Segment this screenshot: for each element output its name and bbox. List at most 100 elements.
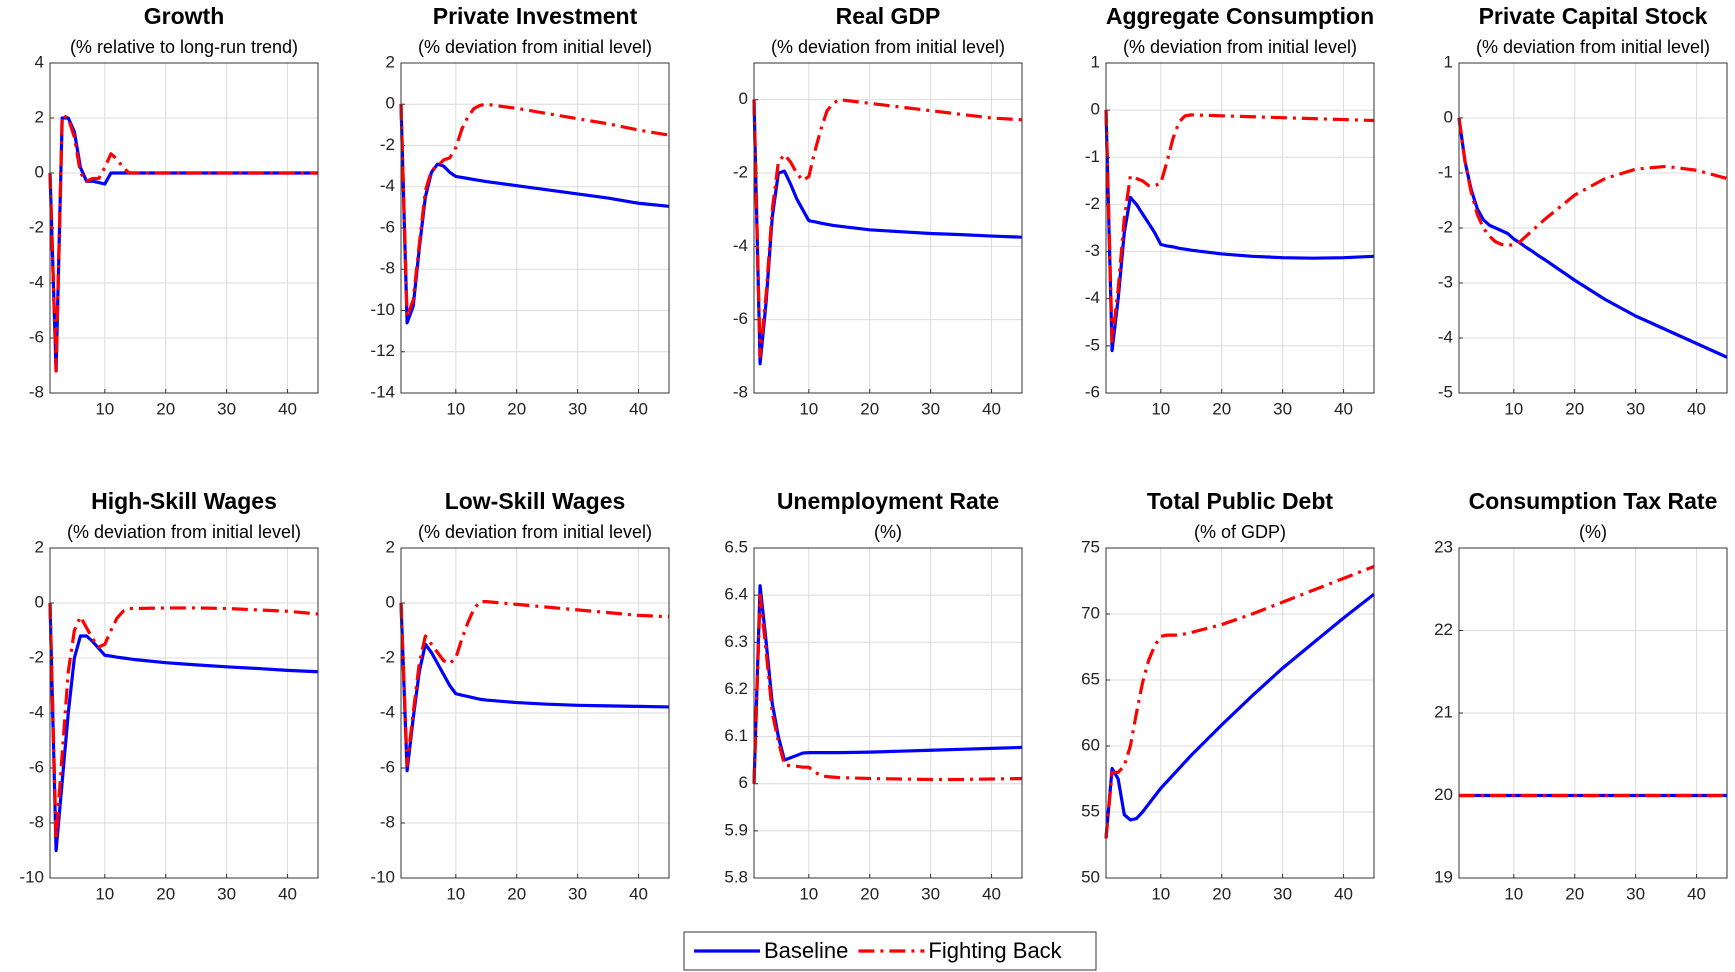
- subplot: Growth (% relative to long-run trend) -8 -6…: [29, 3, 319, 418]
- y-tick-label: -10: [19, 867, 44, 886]
- y-tick-label: 2: [386, 537, 395, 556]
- y-tick-label: 2: [35, 107, 44, 126]
- data-line: Baseline: [1104, 110, 1375, 353]
- chart-subtitle: (% of GDP): [1194, 522, 1286, 542]
- y-tick-label: 1: [1444, 52, 1453, 71]
- y-tick-label: 6.3: [724, 632, 748, 651]
- x-tick-label: 20: [507, 884, 526, 903]
- x-tick-label: 10: [1151, 884, 1170, 903]
- data-line: Baseline: [399, 602, 670, 773]
- y-tick-label: 75: [1081, 537, 1100, 556]
- chart-subtitle: (%): [874, 522, 902, 542]
- chart-subtitle: (% deviation from initial level): [418, 37, 652, 57]
- y-tick-label: 60: [1081, 735, 1100, 754]
- x-tick-label: 30: [568, 884, 587, 903]
- y-tick-label: -3: [1438, 272, 1453, 291]
- y-tick-label: 1: [1091, 52, 1100, 71]
- y-tick-label: 20: [1434, 785, 1453, 804]
- y-tick-label: -4: [380, 702, 395, 721]
- y-tick-label: 5.9: [724, 820, 748, 839]
- y-tick-label: -4: [380, 176, 395, 195]
- y-tick-label: 6.1: [724, 726, 748, 745]
- chart-subtitle: (% deviation from initial level): [67, 522, 301, 542]
- x-tick-label: 10: [446, 884, 465, 903]
- y-tick-label: -4: [1085, 288, 1100, 307]
- chart-subtitle: (% deviation from initial level): [771, 37, 1005, 57]
- x-tick-label: 10: [95, 399, 114, 418]
- x-tick-label: 20: [1212, 884, 1231, 903]
- x-tick-label: 30: [217, 884, 236, 903]
- y-tick-label: -2: [380, 135, 395, 154]
- x-tick-label: 20: [1212, 399, 1231, 418]
- chart-subtitle: (% relative to long-run trend): [70, 37, 298, 57]
- y-tick-label: -2: [29, 217, 44, 236]
- x-tick-label: 20: [1565, 399, 1584, 418]
- y-tick-label: 0: [386, 592, 395, 611]
- x-tick-label: 40: [1334, 399, 1353, 418]
- subplot: Real GDP (% deviation from initial level)…: [733, 3, 1023, 418]
- x-tick-label: 10: [799, 884, 818, 903]
- y-tick-label: -1: [1085, 147, 1100, 166]
- x-tick-label: 10: [1151, 399, 1170, 418]
- y-tick-label: -8: [29, 382, 44, 401]
- data-line: Baseline: [1104, 592, 1375, 839]
- y-tick-label: -12: [370, 341, 395, 360]
- x-tick-label: 20: [156, 399, 175, 418]
- y-tick-label: -3: [1085, 241, 1100, 260]
- data-line: Fighting Back: [1104, 110, 1375, 343]
- y-tick-label: 50: [1081, 867, 1100, 886]
- y-tick-label: -4: [29, 272, 44, 291]
- y-tick-label: 0: [1091, 100, 1100, 119]
- plot-frame: [1105, 62, 1375, 394]
- x-tick-label: 40: [1687, 399, 1706, 418]
- y-tick-label: -2: [733, 162, 748, 181]
- x-tick-label: 30: [1626, 884, 1645, 903]
- legend: Baseline Fighting Back: [683, 931, 1097, 971]
- x-tick-label: 40: [1334, 884, 1353, 903]
- x-tick-label: 30: [1273, 399, 1292, 418]
- chart-subtitle: (% deviation from initial level): [1123, 37, 1357, 57]
- y-tick-label: 21: [1434, 702, 1453, 721]
- chart-subtitle: (% deviation from initial level): [1476, 37, 1710, 57]
- y-tick-label: -6: [380, 217, 395, 236]
- y-tick-label: -6: [29, 757, 44, 776]
- subplot: Consumption Tax Rate (%) 19 20 21 22 23 10 20 30 4…: [1434, 488, 1728, 903]
- y-tick-label: -2: [1085, 194, 1100, 213]
- subplot: Private Capital Stock (% deviation from i…: [1438, 3, 1728, 418]
- y-tick-label: -14: [370, 382, 395, 401]
- plot-frame: [753, 62, 1023, 394]
- data-line: Fighting Back: [1457, 117, 1728, 248]
- data-line: Fighting Back: [399, 600, 670, 767]
- subplot: Private Investment (% deviation from init…: [370, 3, 670, 418]
- y-tick-label: 5.8: [724, 867, 748, 886]
- x-tick-label: 30: [1273, 884, 1292, 903]
- y-tick-label: -4: [29, 702, 44, 721]
- y-tick-label: -2: [380, 647, 395, 666]
- chart-subtitle: (% deviation from initial level): [418, 522, 652, 542]
- y-tick-label: 19: [1434, 867, 1453, 886]
- y-tick-label: -8: [733, 382, 748, 401]
- y-tick-label: 0: [1444, 107, 1453, 126]
- data-line: Baseline: [48, 602, 319, 853]
- legend-label: Fighting Back: [928, 938, 1062, 963]
- y-tick-label: 6.4: [724, 585, 748, 604]
- plot-frame: [1458, 547, 1728, 879]
- x-tick-label: 10: [1504, 399, 1523, 418]
- chart-title: Total Public Debt: [1147, 488, 1333, 514]
- subplot: Total Public Debt (% of GDP) 50 55 60 65 70 75 1…: [1081, 488, 1375, 903]
- y-tick-label: 0: [739, 89, 748, 108]
- x-tick-label: 30: [921, 399, 940, 418]
- y-tick-label: 23: [1434, 537, 1453, 556]
- subplot: Low-Skill Wages (% deviation from initial…: [370, 488, 670, 903]
- x-tick-label: 30: [1626, 399, 1645, 418]
- y-tick-label: -6: [733, 309, 748, 328]
- y-tick-label: -6: [29, 327, 44, 346]
- data-line: Baseline: [399, 104, 670, 325]
- y-tick-label: -8: [380, 812, 395, 831]
- y-tick-label: -6: [1085, 382, 1100, 401]
- x-tick-label: 30: [921, 884, 940, 903]
- plot-frame: [1458, 62, 1728, 394]
- x-tick-label: 10: [446, 399, 465, 418]
- chart-title: Growth: [144, 3, 225, 29]
- chart-title: Low-Skill Wages: [445, 488, 626, 514]
